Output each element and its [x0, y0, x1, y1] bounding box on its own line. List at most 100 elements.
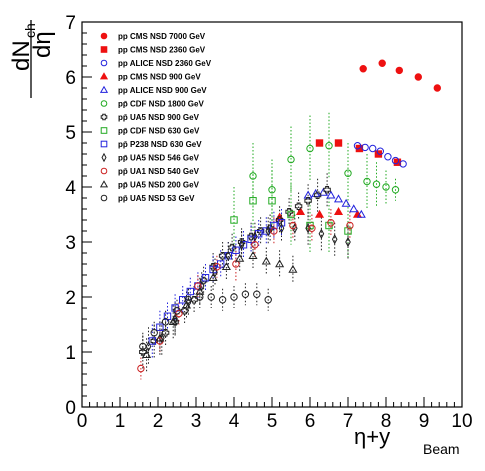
data-point	[278, 223, 285, 234]
data-point	[433, 84, 441, 92]
y-axis-label: dN ch dη	[8, 20, 56, 98]
legend-entry: pp̄ UA5 NSD 53 GeV	[118, 194, 195, 203]
data-point	[285, 208, 293, 216]
data-point	[185, 297, 192, 308]
data-point	[399, 160, 407, 168]
legend-entry: pp̄ UA5 NSD 900 GeV	[118, 113, 200, 122]
y-tick-label: 4	[65, 178, 76, 199]
x-tick-label: 5	[267, 411, 278, 432]
data-point	[270, 221, 278, 230]
error-bars	[140, 112, 396, 380]
data-point	[345, 236, 351, 248]
data-point-shape	[228, 243, 236, 252]
data-point	[266, 224, 274, 232]
y-tick-label: 2	[65, 288, 76, 309]
x-tick-label: 6	[305, 411, 316, 432]
data-point	[252, 231, 258, 242]
data-point	[199, 276, 208, 285]
x-axis-label: η+y Beam	[354, 424, 460, 457]
legend-entry: pp̄ UA5 NSD 200 GeV	[118, 181, 200, 190]
legend-marker	[99, 72, 109, 80]
axis-ticks: 0 1 2 3 4 5 6 7 8 9 10 0 1 2 3 4 5 6 7	[65, 13, 472, 432]
data-point	[213, 263, 221, 271]
x-tick-label: 4	[229, 411, 240, 432]
data-point	[318, 187, 328, 196]
data-point	[248, 251, 258, 260]
y-tick-label: 0	[65, 398, 76, 419]
data-point	[179, 296, 187, 304]
x-tick-label: 9	[419, 411, 430, 432]
y-axis-label-sub: ch	[22, 23, 38, 38]
x-tick-label: 7	[343, 411, 354, 432]
data-point	[235, 253, 245, 262]
data-point	[221, 262, 231, 271]
data-point	[150, 329, 158, 337]
data-point	[265, 225, 272, 237]
legend-marker	[100, 140, 108, 148]
data-point	[326, 190, 336, 199]
data-point	[145, 341, 152, 352]
data-point	[268, 197, 276, 205]
legend-marker-shape	[100, 113, 108, 121]
data-point	[262, 227, 271, 235]
data-point	[230, 216, 238, 224]
data-point	[194, 282, 202, 290]
y-tick-label: 7	[65, 13, 76, 34]
data-point	[333, 194, 344, 203]
data-point	[376, 147, 384, 155]
data-point	[288, 264, 298, 273]
legend-entry: pp CMS NSD 2360 GeV	[118, 46, 206, 55]
data-point	[395, 66, 403, 75]
legend-entry: pp̄ CDF NSD 1800 GeV	[118, 100, 204, 109]
data-point	[287, 155, 295, 164]
legend-entry: pp CMS NSD 900 GeV	[118, 73, 201, 82]
legend-entry: pp ALICE NSD 900 GeV	[118, 86, 207, 95]
data-point	[341, 198, 351, 207]
data-point	[391, 156, 400, 165]
data-point	[180, 307, 189, 315]
data-points	[137, 59, 441, 373]
data-point	[158, 333, 165, 344]
data-point	[208, 273, 218, 282]
data-point-shape	[247, 232, 255, 241]
data-point	[268, 186, 276, 194]
legend-marker	[100, 46, 108, 53]
data-point	[308, 224, 316, 232]
data-point	[287, 210, 295, 219]
legend-marker	[99, 180, 109, 188]
data-point	[142, 350, 152, 359]
x-axis-label-main: η+y	[354, 424, 390, 449]
data-point-shape	[266, 224, 274, 232]
data-point-shape	[285, 208, 293, 216]
data-point	[230, 293, 238, 301]
data-point	[305, 223, 311, 234]
data-point	[207, 293, 215, 301]
data-point	[314, 209, 325, 218]
legend-entry: pp ALICE NSD 2360 GeV	[118, 59, 212, 68]
data-point-shape	[275, 216, 284, 224]
data-point	[333, 207, 344, 216]
legend-marker	[100, 127, 108, 134]
data-point	[172, 313, 178, 325]
legend-marker	[100, 113, 108, 121]
data-point	[306, 144, 314, 153]
data-point	[251, 241, 259, 249]
data-point	[277, 219, 286, 227]
data-point	[232, 246, 240, 254]
legend: pp CMS NSD 7000 GeV pp CMS NSD 2360 GeV pp…	[99, 32, 212, 203]
data-point	[181, 300, 192, 309]
data-point-shape	[161, 329, 170, 337]
legend-entry: pp̄ P238 NSD 630 GeV	[118, 140, 202, 149]
data-point	[253, 290, 261, 298]
legend-entry: pp̄ UA5 NSD 546 GeV	[118, 154, 200, 163]
data-point	[137, 364, 145, 373]
x-tick-label: 8	[381, 411, 392, 432]
data-point-shape	[199, 276, 208, 285]
legend-marker	[101, 152, 107, 163]
data-point	[414, 73, 422, 81]
data-point	[238, 239, 245, 250]
data-point	[325, 142, 333, 150]
data-point-shape	[180, 307, 189, 315]
data-point	[241, 290, 250, 298]
data-point	[275, 259, 285, 268]
